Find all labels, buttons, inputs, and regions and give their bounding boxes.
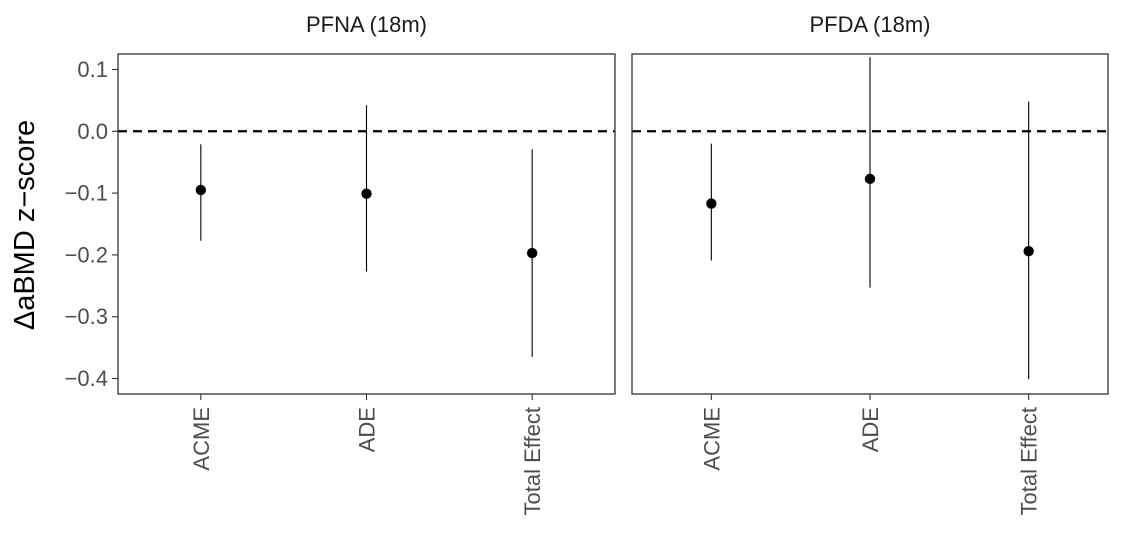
x-tick-label: ACME (189, 407, 214, 471)
y-tick-label: −0.2 (65, 242, 108, 267)
y-tick-label: −0.3 (65, 304, 108, 329)
y-tick-label: 0.0 (77, 119, 108, 144)
facet-title: PFDA (18m) (809, 12, 930, 37)
point-estimate (1023, 246, 1034, 257)
panel-2: PFDA (18m) ACME ADE Total Effect (631, 12, 1109, 515)
point-estimate (706, 198, 717, 209)
x-tick-label: ADE (355, 407, 380, 452)
x-tick-label: Total Effect (1017, 407, 1042, 515)
panel-1: PFNA (18m) ACME ADE Total Effect 0.1 0.0 −0.1 −… (65, 12, 616, 515)
y-tick-label: −0.4 (65, 366, 108, 391)
panels: PFNA (18m) ACME ADE Total Effect 0.1 0.0 −0.1 −… (65, 12, 1109, 515)
y-tick-label: −0.1 (65, 181, 108, 206)
x-tick-label: ADE (858, 407, 883, 452)
point-estimate (864, 173, 876, 185)
y-tick-label: 0.1 (77, 57, 108, 82)
x-tick-label: ACME (699, 407, 724, 471)
facet-title: PFNA (18m) (306, 12, 427, 37)
point-estimate (526, 247, 538, 259)
x-tick-label: Total Effect (520, 407, 545, 515)
point-estimate (195, 184, 207, 196)
point-estimate (361, 188, 372, 199)
y-axis-label: ΔaBMD z−score (9, 120, 41, 330)
